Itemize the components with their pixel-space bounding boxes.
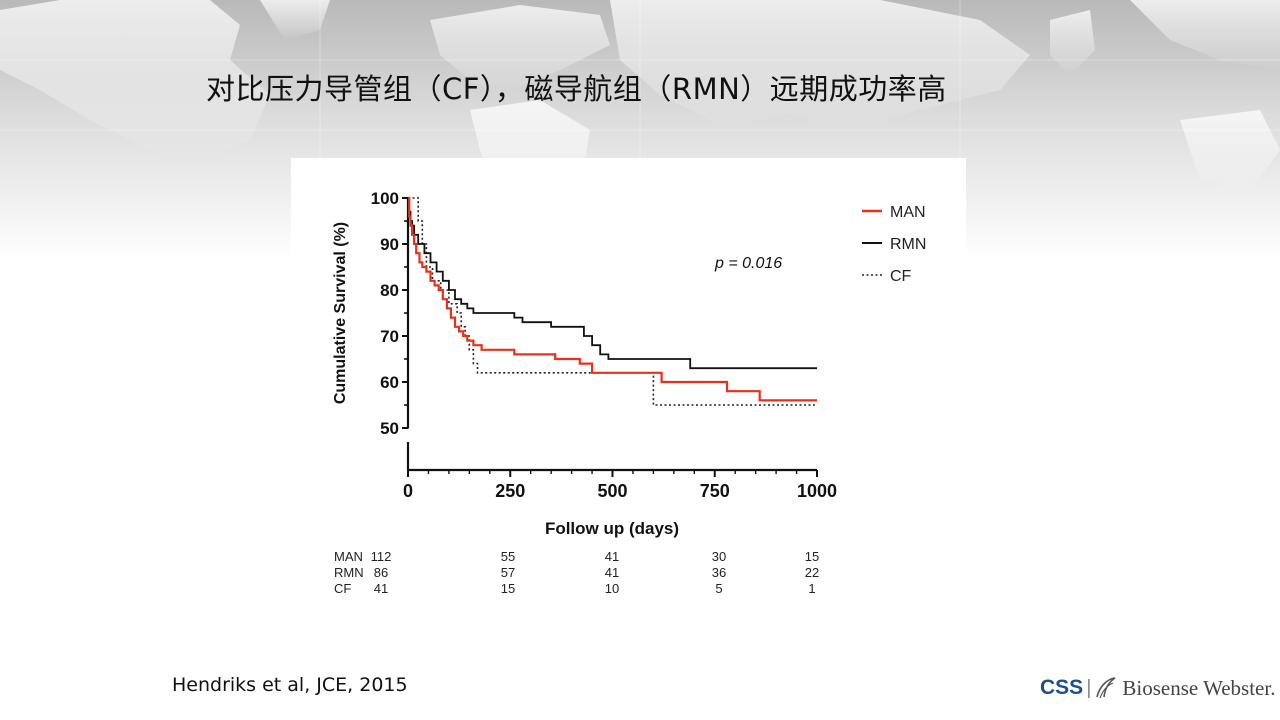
x-tick-label: 500 xyxy=(597,481,627,501)
risk-row-label: RMN xyxy=(334,565,364,580)
y-tick-label: 60 xyxy=(380,373,399,392)
x-tick-label: 250 xyxy=(495,481,525,501)
risk-cell: 5 xyxy=(715,581,722,596)
risk-cell: 36 xyxy=(712,565,726,580)
chart-legend: MAN RMN CF xyxy=(862,204,926,285)
risk-cell: 15 xyxy=(501,581,515,596)
citation: Hendriks et al, JCE, 2015 xyxy=(172,674,408,696)
series-line-man xyxy=(408,196,817,402)
legend-label-rmn: RMN xyxy=(890,236,926,253)
risk-cell: 41 xyxy=(374,581,388,596)
risk-cell: 55 xyxy=(501,549,515,564)
chart-series xyxy=(408,196,817,406)
risk-cell: 57 xyxy=(501,565,515,580)
risk-row-label: CF xyxy=(334,581,351,596)
y-tick-label: 70 xyxy=(380,327,399,346)
risk-cell: 41 xyxy=(605,549,619,564)
p-value-annotation: p = 0.016 xyxy=(714,255,782,272)
series-line-rmn xyxy=(408,197,817,370)
footer-logo: CSS | Biosense Webster. xyxy=(1040,671,1275,705)
risk-cell: 22 xyxy=(805,565,819,580)
x-axis-label: Follow up (days) xyxy=(545,519,679,538)
risk-cell: 10 xyxy=(605,581,619,596)
risk-cell: 30 xyxy=(712,549,726,564)
series-line-cf xyxy=(408,197,817,406)
risk-table: MAN 112 55 41 30 15 RMN 86 57 41 36 22 CF 41 15 10 5 1 xyxy=(334,549,819,596)
risk-cell: 1 xyxy=(808,581,815,596)
y-tick-label: 100 xyxy=(371,189,399,208)
legend-label-man: MAN xyxy=(890,204,926,221)
y-tick-label: 50 xyxy=(380,419,399,438)
km-figure-panel: 50 60 70 80 90 100 0 250 500 750 1000 MAN RMN CF p =… xyxy=(291,158,966,605)
risk-cell: 15 xyxy=(805,549,819,564)
legend-label-cf: CF xyxy=(890,268,912,285)
x-tick-label: 0 xyxy=(403,481,413,501)
y-axis-label: Cumulative Survival (%) xyxy=(332,222,349,404)
risk-cell: 112 xyxy=(371,549,392,564)
x-tick-label: 750 xyxy=(700,481,730,501)
logo-biosense-webster: Biosense Webster. xyxy=(1122,675,1276,700)
risk-cell: 86 xyxy=(374,565,388,580)
y-tick-label: 80 xyxy=(380,281,399,300)
risk-cell: 41 xyxy=(605,565,619,580)
logo-css: CSS xyxy=(1040,676,1084,699)
logo-separator: | xyxy=(1086,676,1092,699)
biosense-swoosh-icon xyxy=(1096,677,1116,699)
slide-title: 对比压力导管组（CF），磁导航组（RMN）远期成功率高 xyxy=(206,72,947,106)
y-tick-label: 90 xyxy=(380,235,399,254)
risk-row-label: MAN xyxy=(334,549,363,564)
x-tick-label: 1000 xyxy=(797,481,837,501)
